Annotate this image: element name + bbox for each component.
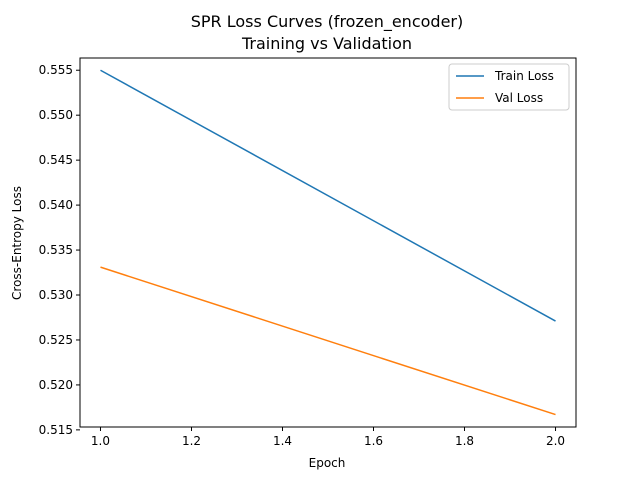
chart-title: SPR Loss Curves (frozen_encoder) [191,12,463,32]
chart-subtitle: Training vs Validation [241,34,412,53]
legend-label: Train Loss [494,69,554,83]
y-tick-label: 0.515 [39,423,73,437]
x-tick-label: 1.2 [182,434,201,448]
plot-frame [79,57,577,428]
y-axis-ticks: 0.515 0.520 0.525 0.530 0.535 0.540 0.545 0.550… [39,63,80,437]
series-line-train-loss [100,69,556,322]
x-axis-label: Epoch [309,456,346,470]
plot-lines [100,69,556,416]
y-tick-label: 0.520 [39,378,73,392]
series-line-val-loss [100,266,556,416]
x-tick-label: 1.6 [364,434,383,448]
x-tick-label: 2.0 [546,434,565,448]
y-tick-label: 0.540 [39,198,73,212]
x-tick-label: 1.0 [91,434,110,448]
legend-label: Val Loss [495,91,543,105]
y-tick-label: 0.525 [39,333,73,347]
y-axis-label: Cross-Entropy Loss [10,186,24,300]
x-axis-ticks: 1.0 1.2 1.4 1.6 1.8 2.0 [91,427,565,448]
y-tick-label: 0.530 [39,288,73,302]
y-tick-label: 0.535 [39,243,73,257]
x-tick-label: 1.8 [455,434,474,448]
y-tick-label: 0.545 [39,153,73,167]
y-tick-label: 0.555 [39,63,73,77]
legend: Train Loss Val Loss [448,63,570,111]
x-tick-label: 1.4 [273,434,292,448]
y-tick-label: 0.550 [39,108,73,122]
